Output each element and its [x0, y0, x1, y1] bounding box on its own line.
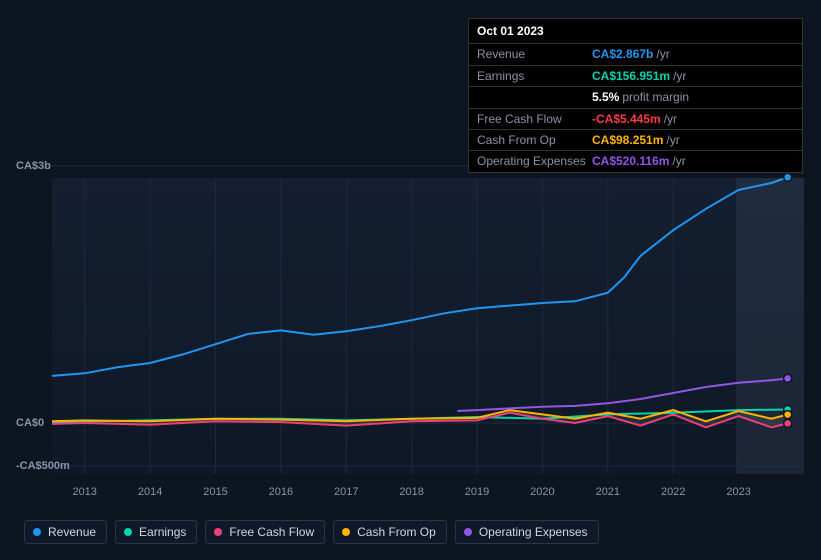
chart-svg: [52, 178, 804, 474]
tooltip-row: EarningsCA$156.951m/yr: [469, 66, 802, 87]
chart-tooltip: Oct 01 2023 RevenueCA$2.867b/yrEarningsC…: [468, 18, 803, 173]
legend-item-opex[interactable]: Operating Expenses: [455, 520, 599, 544]
x-tick-label: 2020: [530, 486, 554, 498]
y-tick-label: CA$3b: [16, 160, 51, 172]
x-tick-label: 2016: [269, 486, 293, 498]
legend-dot-icon: [342, 528, 350, 536]
x-tick-label: 2017: [334, 486, 358, 498]
legend-dot-icon: [214, 528, 222, 536]
x-tick-label: 2015: [203, 486, 227, 498]
legend-item-earnings[interactable]: Earnings: [115, 520, 197, 544]
tooltip-row-value: CA$520.116m: [592, 154, 669, 168]
tooltip-row: RevenueCA$2.867b/yr: [469, 44, 802, 65]
tooltip-title: Oct 01 2023: [469, 19, 802, 44]
legend-item-label: Free Cash Flow: [229, 525, 314, 539]
legend-dot-icon: [464, 528, 472, 536]
y-tick-label: CA$0: [16, 417, 44, 429]
legend-dot-icon: [33, 528, 41, 536]
x-tick-label: 2021: [596, 486, 620, 498]
y-tick-label: -CA$500m: [16, 460, 70, 472]
tooltip-row-unit: /yr: [666, 133, 679, 147]
x-tick-label: 2014: [138, 486, 162, 498]
tooltip-row-value: -CA$5.445m: [592, 112, 661, 126]
legend-dot-icon: [124, 528, 132, 536]
tooltip-row-value: 5.5%: [592, 90, 619, 104]
tooltip-row-value: CA$98.251m: [592, 133, 663, 147]
tooltip-row: Cash From OpCA$98.251m/yr: [469, 130, 802, 151]
legend-item-label: Operating Expenses: [479, 525, 588, 539]
tooltip-row-unit: /yr: [673, 69, 686, 83]
x-tick-label: 2023: [726, 486, 750, 498]
tooltip-row-unit: /yr: [664, 112, 677, 126]
chart-legend: Revenue Earnings Free Cash Flow Cash From O…: [24, 520, 599, 544]
tooltip-row: 5.5%profit margin: [469, 87, 802, 108]
x-tick-label: 2018: [399, 486, 423, 498]
tooltip-row-label: Free Cash Flow: [477, 112, 592, 126]
x-tick-label: 2019: [465, 486, 489, 498]
tooltip-row-label: Cash From Op: [477, 133, 592, 147]
legend-item-revenue[interactable]: Revenue: [24, 520, 107, 544]
tooltip-row: Free Cash Flow-CA$5.445m/yr: [469, 109, 802, 130]
legend-item-label: Revenue: [48, 525, 96, 539]
tooltip-row-unit: profit margin: [622, 90, 689, 104]
x-tick-label: 2013: [72, 486, 96, 498]
tooltip-row-label: [477, 90, 592, 104]
legend-item-cfo[interactable]: Cash From Op: [333, 520, 447, 544]
tooltip-row-unit: /yr: [656, 47, 669, 61]
tooltip-row: Operating ExpensesCA$520.116m/yr: [469, 151, 802, 171]
legend-item-label: Cash From Op: [357, 525, 436, 539]
x-tick-label: 2022: [661, 486, 685, 498]
tooltip-row-value: CA$2.867b: [592, 47, 653, 61]
legend-item-fcf[interactable]: Free Cash Flow: [205, 520, 325, 544]
tooltip-row-value: CA$156.951m: [592, 69, 670, 83]
tooltip-row-label: Revenue: [477, 47, 592, 61]
tooltip-row-label: Operating Expenses: [477, 154, 592, 168]
tooltip-row-unit: /yr: [672, 154, 685, 168]
tooltip-row-label: Earnings: [477, 69, 592, 83]
legend-item-label: Earnings: [139, 525, 186, 539]
